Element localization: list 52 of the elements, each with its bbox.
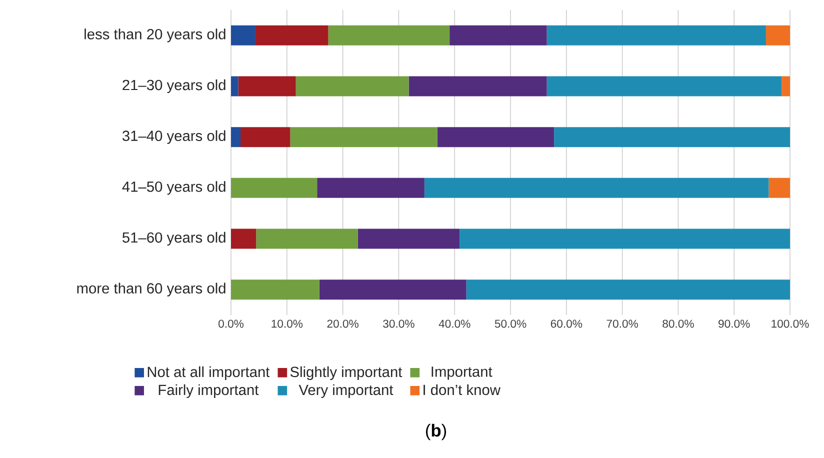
bar xyxy=(238,76,296,96)
x-tick-label: 40.0% xyxy=(438,320,470,328)
bar xyxy=(554,127,790,148)
text: (b) xyxy=(426,424,446,440)
legend-label: I don’t know xyxy=(424,384,501,396)
bar xyxy=(240,127,290,148)
bar xyxy=(358,228,460,249)
x-tick-label: 80.0% xyxy=(662,320,694,328)
bar xyxy=(408,76,547,96)
bar xyxy=(466,280,790,300)
bar xyxy=(231,76,238,96)
y-tick-label: 31–40 years old xyxy=(122,130,226,144)
bar xyxy=(546,76,782,96)
bar xyxy=(328,25,450,46)
legend-label: Very important xyxy=(298,384,394,398)
legend-label: Slightly important xyxy=(290,366,402,380)
legend-label: Not at all important xyxy=(148,366,270,380)
bar xyxy=(290,127,438,148)
bar xyxy=(255,25,328,46)
bar xyxy=(296,76,409,96)
x-tick-label: 70.0% xyxy=(606,320,638,328)
bar xyxy=(231,178,318,198)
bar xyxy=(450,25,547,46)
y-tick-label: more than 60 years old xyxy=(77,282,226,296)
bar xyxy=(231,280,320,300)
y-tick-label: 41–50 years old xyxy=(122,181,226,195)
bar xyxy=(546,25,766,46)
bar xyxy=(319,280,466,300)
legend-label: Fairly important xyxy=(158,384,259,398)
legend-label: Important xyxy=(432,366,492,380)
bar xyxy=(256,228,358,249)
x-tick-label: 0.0% xyxy=(218,320,244,328)
bar xyxy=(231,127,241,148)
bar xyxy=(317,178,424,198)
bar xyxy=(768,178,790,198)
x-tick-label: 60.0% xyxy=(550,320,582,328)
bar xyxy=(460,228,790,249)
x-tick-label: 100.0% xyxy=(772,320,809,328)
x-tick-label: 30.0% xyxy=(383,320,414,328)
x-tick-label: 10.0% xyxy=(272,320,303,328)
bar xyxy=(231,25,256,46)
x-tick-label: 20.0% xyxy=(327,320,358,328)
bar xyxy=(437,127,554,148)
y-tick-label: 21–30 years old xyxy=(122,79,226,94)
y-tick-label: less than 20 years old xyxy=(84,28,226,42)
x-tick-label: 50.0% xyxy=(494,320,526,328)
bar xyxy=(766,25,790,46)
x-tick-label: 90.0% xyxy=(718,320,750,328)
bar xyxy=(231,228,256,249)
y-tick-label: 51–60 years old xyxy=(122,232,226,246)
bar xyxy=(424,178,769,198)
bar xyxy=(782,76,790,96)
